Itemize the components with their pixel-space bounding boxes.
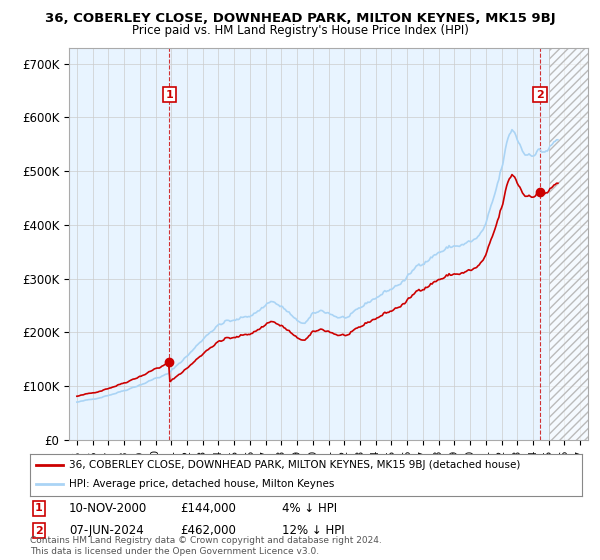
Text: HPI: Average price, detached house, Milton Keynes: HPI: Average price, detached house, Milt… [68,479,334,489]
Text: Contains HM Land Registry data © Crown copyright and database right 2024.
This d: Contains HM Land Registry data © Crown c… [30,536,382,556]
Text: £462,000: £462,000 [180,524,236,538]
Text: 2: 2 [536,90,544,100]
Text: 12% ↓ HPI: 12% ↓ HPI [282,524,344,538]
Text: 36, COBERLEY CLOSE, DOWNHEAD PARK, MILTON KEYNES, MK15 9BJ: 36, COBERLEY CLOSE, DOWNHEAD PARK, MILTO… [44,12,556,25]
Text: £144,000: £144,000 [180,502,236,515]
Text: Price paid vs. HM Land Registry's House Price Index (HPI): Price paid vs. HM Land Registry's House … [131,24,469,36]
Text: 2: 2 [35,526,43,536]
Text: 07-JUN-2024: 07-JUN-2024 [69,524,144,538]
Text: 4% ↓ HPI: 4% ↓ HPI [282,502,337,515]
Bar [548,48,588,440]
Text: 1: 1 [166,90,173,100]
Text: 1: 1 [35,503,43,514]
Text: 10-NOV-2000: 10-NOV-2000 [69,502,147,515]
Bar [548,48,588,440]
Text: 36, COBERLEY CLOSE, DOWNHEAD PARK, MILTON KEYNES, MK15 9BJ (detached house): 36, COBERLEY CLOSE, DOWNHEAD PARK, MILTO… [68,460,520,470]
